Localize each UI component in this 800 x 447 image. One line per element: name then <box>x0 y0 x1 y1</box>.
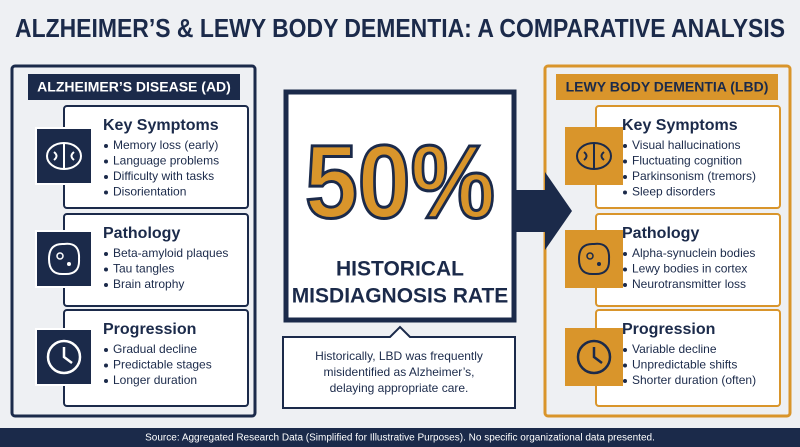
section-item: Shorter duration (often) <box>632 373 756 387</box>
title: ALZHEIMER’S & LEWY BODY DEMENTIA: A COMP… <box>15 13 785 43</box>
section-heading: Key Symptoms <box>622 117 738 134</box>
section-item: Beta-amyloid plaques <box>113 246 228 260</box>
bullet <box>104 379 108 383</box>
stat-value: 50% <box>305 124 495 240</box>
section-icon-box <box>35 230 93 288</box>
bullet <box>623 348 627 352</box>
section-item: Brain atrophy <box>113 277 184 291</box>
callout-text: Historically, LBD was frequently <box>315 349 483 363</box>
section-item: Predictable stages <box>113 358 212 372</box>
arrow <box>510 172 572 250</box>
bullet <box>104 267 108 272</box>
section-item: Gradual decline <box>113 342 197 356</box>
bullet <box>623 190 627 195</box>
bullet <box>104 190 108 195</box>
bullet <box>623 267 627 272</box>
bullet <box>104 252 108 256</box>
icon-shape <box>597 262 601 266</box>
right-header-box <box>556 74 778 100</box>
bullet <box>623 379 627 383</box>
section-item: Unpredictable shifts <box>632 358 737 372</box>
section-item: Lewy bodies in cortex <box>632 262 747 276</box>
section-item: Memory loss (early) <box>113 138 218 152</box>
section-item: Longer duration <box>113 373 197 387</box>
icon-shape <box>583 143 605 169</box>
stat-box <box>283 89 517 323</box>
icon-shape <box>56 252 64 260</box>
bullet <box>623 252 627 256</box>
icon-shape <box>577 242 611 276</box>
section-item: Disorientation <box>113 185 186 199</box>
icon-shape <box>62 347 73 364</box>
section-item: Visual hallucinations <box>632 138 741 152</box>
section-item: Fluctuating cognition <box>632 154 742 168</box>
section-heading: Pathology <box>103 225 180 242</box>
bullet <box>104 159 108 164</box>
section-icon-box <box>565 230 623 288</box>
callout-text: misidentified as Alzheimer’s, <box>324 365 475 379</box>
section-heading: Progression <box>622 321 715 338</box>
left-panel <box>10 64 257 418</box>
section-heading: Key Symptoms <box>103 117 219 134</box>
section-item: Tau tangles <box>113 262 174 276</box>
bullet <box>104 283 108 287</box>
section-item: Neurotransmitter loss <box>632 277 746 291</box>
section-item: Variable decline <box>632 342 717 356</box>
footer-bar <box>0 428 800 447</box>
bullet <box>623 159 627 164</box>
bullet <box>623 175 627 179</box>
left-header: ALZHEIMER’S DISEASE (AD) <box>37 79 231 95</box>
left-header-box <box>28 74 240 100</box>
icon-shape <box>46 339 82 375</box>
section-item: Alpha-synuclein bodies <box>632 246 755 260</box>
section-item: Difficulty with tasks <box>113 169 214 183</box>
icon-shape <box>592 347 603 364</box>
bullet <box>623 283 627 287</box>
bullet <box>623 144 627 148</box>
stat-label: HISTORICAL <box>336 258 464 281</box>
section-heading: Progression <box>103 321 196 338</box>
bullet <box>104 348 108 352</box>
callout-text: delaying appropriate care. <box>330 381 469 395</box>
bullet <box>104 144 108 148</box>
icon-shape <box>47 242 81 276</box>
section-item: Parkinsonism (tremors) <box>632 169 756 183</box>
section-item: Language problems <box>113 154 219 168</box>
icon-shape <box>67 262 71 266</box>
right-header: LEWY BODY DEMENTIA (LBD) <box>566 79 769 95</box>
icon-shape <box>586 252 594 260</box>
callout-box <box>282 325 516 409</box>
bullet <box>623 363 627 368</box>
icon-shape <box>576 339 612 375</box>
section-heading: Pathology <box>622 225 699 242</box>
icon-shape <box>53 143 75 169</box>
section-icon-box <box>565 127 623 185</box>
bullet <box>104 363 108 368</box>
section-item: Sleep disorders <box>632 185 715 199</box>
footer: Source: Aggregated Research Data (Simpli… <box>145 433 655 444</box>
stat-label: MISDIAGNOSIS RATE <box>292 285 509 308</box>
bullet <box>104 175 108 179</box>
